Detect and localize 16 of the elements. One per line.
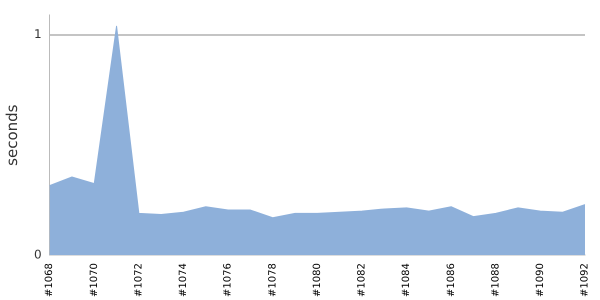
x-tick-label: #1068 bbox=[44, 263, 56, 297]
x-tick-label: #1080 bbox=[312, 263, 323, 297]
y-tick-label: 0 bbox=[34, 247, 42, 262]
x-tick-label: #1074 bbox=[178, 263, 190, 297]
x-tick-label: #1088 bbox=[490, 263, 502, 297]
x-tick-label: #1078 bbox=[267, 263, 278, 297]
x-tick-label: #1090 bbox=[534, 263, 546, 297]
x-tick-label: #1084 bbox=[401, 263, 412, 297]
x-tick-label: #1092 bbox=[580, 263, 591, 297]
x-tick-label: #1086 bbox=[446, 263, 457, 297]
x-tick-label: #1076 bbox=[222, 263, 234, 297]
y-tick-label: 1 bbox=[34, 27, 42, 42]
x-tick-label: #1070 bbox=[88, 263, 100, 297]
y-axis-title: seconds bbox=[2, 104, 21, 166]
x-tick-label: #1082 bbox=[356, 263, 368, 297]
x-tick-label: #1072 bbox=[133, 263, 144, 297]
